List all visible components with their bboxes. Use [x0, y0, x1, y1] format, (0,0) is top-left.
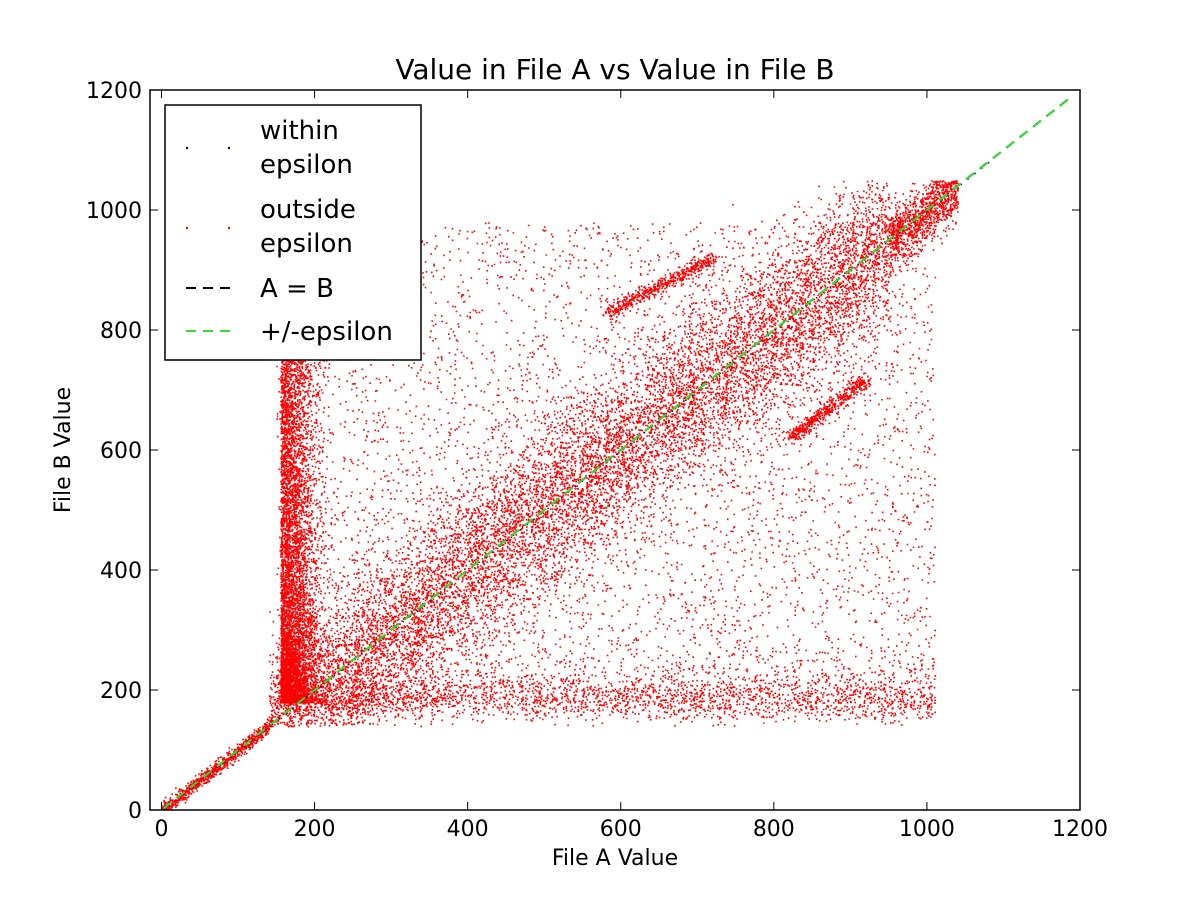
- chart-title: Value in File A vs Value in File B: [395, 53, 834, 86]
- legend-label-within-line1: within: [260, 116, 339, 146]
- y-tick-label: 0: [128, 799, 142, 824]
- x-tick-label: 800: [753, 817, 795, 842]
- x-axis-label: File A Value: [552, 846, 678, 871]
- legend-label-outside-line1: outside: [260, 195, 356, 225]
- legend-label-outside-line2: epsilon: [260, 229, 353, 259]
- legend: within epsilon outside epsilon A = B +/-…: [164, 104, 422, 361]
- y-tick-label: 800: [100, 319, 142, 344]
- x-tick-label: 0: [154, 817, 168, 842]
- axis-ticks: 0 200 400 600 800 1000 1200 0 200 400 600 800 1000 12…: [86, 79, 1108, 842]
- y-tick-label: 600: [100, 439, 142, 464]
- legend-marker-within-left: [185, 146, 189, 150]
- legend-label-within-line2: epsilon: [260, 150, 353, 180]
- y-tick-label: 400: [100, 559, 142, 584]
- y-tick-label: 200: [100, 679, 142, 704]
- reference-lines: [159, 95, 1073, 810]
- legend-marker-outside-left: [185, 226, 189, 230]
- legend-label-epsilon: +/-epsilon: [260, 317, 393, 347]
- x-tick-label: 400: [447, 817, 489, 842]
- y-tick-label: 1200: [86, 79, 142, 104]
- x-tick-label: 1000: [899, 817, 955, 842]
- outside-epsilon-points: [161, 180, 960, 810]
- y-axis-label: File B Value: [51, 387, 76, 513]
- legend-marker-within-right: [227, 146, 231, 150]
- legend-box: [164, 104, 422, 361]
- epsilon-line: [159, 95, 1073, 810]
- x-tick-label: 600: [600, 817, 642, 842]
- y-tick-label: 1000: [86, 199, 142, 224]
- x-tick-label: 1200: [1052, 817, 1108, 842]
- legend-label-identity: A = B: [260, 274, 334, 304]
- legend-marker-outside-right: [227, 226, 231, 230]
- x-tick-label: 200: [294, 817, 336, 842]
